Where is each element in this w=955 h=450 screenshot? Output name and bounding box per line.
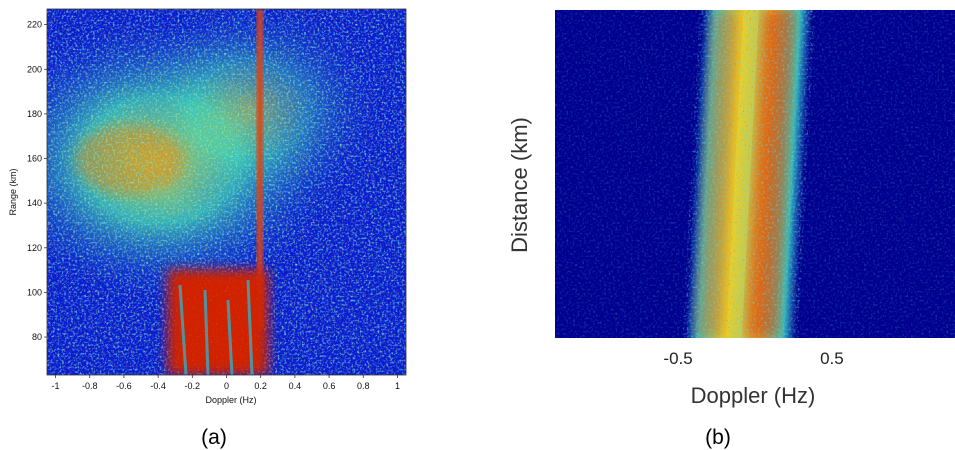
- panel-a-x-tick-label: 0: [224, 381, 229, 391]
- panel-a-x-tick-label: -0.6: [116, 381, 132, 391]
- panel-b-x-ticks: -0.5 0.5: [663, 349, 843, 368]
- panel-b-heatmap: [555, 10, 955, 338]
- panel-b: -0.5 0.5 Doppler (Hz) Distance (km) (b): [507, 10, 955, 449]
- panel-a-y-tick-label: 120: [27, 243, 42, 253]
- panel-a-y-tick-label: 160: [27, 154, 42, 164]
- panel-a-x-tick-label: -0.4: [150, 381, 166, 391]
- panel-a-y-label: Range (km): [8, 168, 18, 215]
- panel-a-y-ticks: 80 100 120 140 160 180 200 220: [27, 20, 47, 342]
- panel-a-x-label: Doppler (Hz): [205, 395, 256, 405]
- panel-b-x-tick-label: 0.5: [820, 349, 844, 368]
- panel-a-caption: (a): [201, 426, 227, 449]
- panel-a-y-tick-label: 200: [27, 64, 42, 74]
- panel-a-x-tick-label: 0.6: [323, 381, 336, 391]
- panel-a-y-tick-label: 80: [32, 332, 42, 342]
- panel-a-x-tick-label: 1: [395, 381, 400, 391]
- panel-b-x-label: Doppler (Hz): [691, 383, 816, 408]
- panel-a-x-tick-label: 0.2: [254, 381, 267, 391]
- panel-a: 80 100 120 140 160 180 200 220 -1 -0.8 -0.6 -0.4 -0…: [8, 8, 407, 449]
- panel-a-x-ticks: -1 -0.8 -0.6 -0.4 -0.2 0 0.2 0.4 0.6 0.8 1: [52, 375, 400, 391]
- panel-a-x-tick-label: -0.2: [185, 381, 201, 391]
- panel-b-caption: (b): [705, 426, 731, 449]
- panel-a-y-tick-label: 180: [27, 109, 42, 119]
- panel-a-y-tick-label: 140: [27, 198, 42, 208]
- panel-b-x-tick-label: -0.5: [663, 349, 692, 368]
- panel-b-y-label: Distance (km): [507, 117, 532, 253]
- panel-a-x-tick-label: 0.4: [289, 381, 302, 391]
- panel-a-vertical-line: [257, 9, 263, 329]
- panel-a-y-tick-label: 100: [27, 287, 42, 297]
- panel-a-y-tick-label: 220: [27, 20, 42, 30]
- panel-a-x-tick-label: -0.8: [82, 381, 98, 391]
- panel-a-x-tick-label: 0.8: [357, 381, 370, 391]
- panel-a-x-tick-label: -1: [52, 381, 60, 391]
- panel-a-heatmap: [47, 9, 406, 375]
